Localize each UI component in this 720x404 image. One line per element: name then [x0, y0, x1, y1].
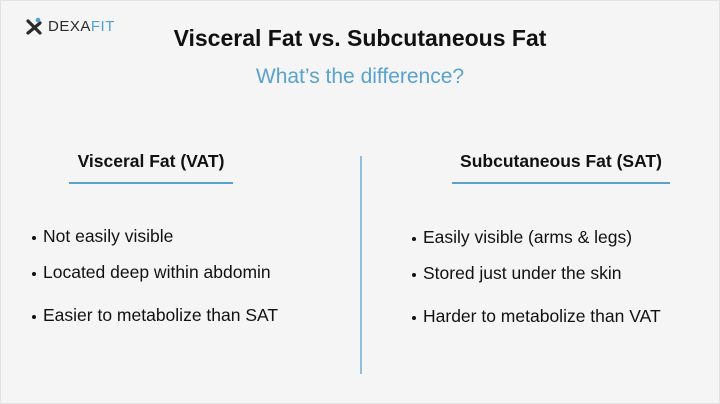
subtitle: What’s the difference?	[255, 65, 465, 88]
logo-brand: DEXA	[48, 17, 91, 35]
heading-underline	[452, 182, 670, 184]
bullet-item: Stored just under the skin	[411, 263, 622, 283]
logo: DEXA FIT	[25, 15, 115, 37]
bullet-item: Located deep within abdomin	[32, 262, 271, 282]
bullet-item: Easier to metabolize than SAT	[31, 305, 279, 325]
heading-underline	[69, 182, 233, 184]
bullet-item: Easily visible (arms & legs)	[411, 227, 633, 247]
bullet-item: Not easily visible	[31, 226, 174, 246]
column-heading: Visceral Fat (VAT)	[77, 151, 225, 171]
bullet-item: Harder to metabolize than VAT	[412, 306, 661, 326]
logo-icon	[26, 17, 42, 35]
column-divider	[360, 156, 362, 374]
column-heading: Subcutaneous Fat (SAT)	[460, 151, 662, 171]
title: Visceral Fat vs. Subcutaneous Fat	[173, 25, 547, 51]
logo-accent: FIT	[90, 17, 115, 35]
